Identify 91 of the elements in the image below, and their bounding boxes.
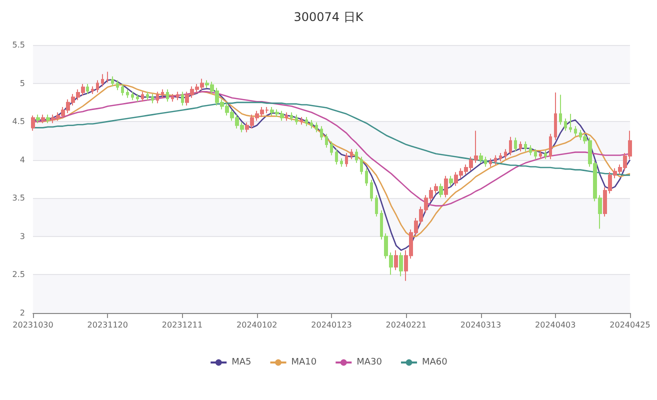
candlestick [564, 118, 567, 132]
y-tick-label: 5 [20, 78, 25, 88]
legend-label: MA5 [232, 358, 252, 368]
candlestick [504, 148, 507, 160]
candlestick [300, 116, 303, 126]
y-tick-label: 3 [20, 232, 25, 241]
candlestick [325, 133, 328, 148]
candlestick [285, 112, 288, 122]
chart-title: 300074 日K [294, 10, 364, 24]
candlestick [131, 91, 134, 101]
y-tick-label: 2 [20, 308, 25, 318]
candlestick [340, 158, 343, 168]
candlestick [375, 194, 378, 218]
y-tick-label: 2.5 [12, 270, 25, 280]
candlestick [111, 76, 114, 87]
candlestick [335, 148, 338, 165]
x-tick-label: 20240313 [460, 320, 502, 330]
candlestick [116, 80, 119, 91]
candlestick [574, 126, 577, 137]
candlestick [514, 137, 517, 152]
x-tick-label: 20240425 [610, 320, 650, 330]
legend-label: MA60 [422, 358, 448, 368]
candlestick [489, 158, 492, 168]
candlestick [156, 91, 159, 104]
x-tick-label: 20231030 [12, 320, 54, 330]
candlestick [41, 114, 45, 124]
candlestick [101, 74, 104, 87]
candlestick [36, 114, 40, 124]
candlestick [310, 120, 313, 129]
candlestick [524, 140, 527, 152]
candlestick [539, 150, 542, 160]
candlestick [176, 91, 179, 101]
candlestick [509, 136, 512, 156]
candlestick [345, 152, 348, 168]
x-tick-label: 20231120 [87, 320, 128, 330]
candlestick [146, 91, 149, 101]
candlestick [46, 114, 50, 124]
candlestick [161, 88, 164, 98]
candlestick [355, 148, 358, 164]
candlestick [290, 112, 293, 122]
candlestick [529, 144, 532, 156]
candlestick [519, 140, 522, 152]
candlestick [136, 94, 139, 102]
candlestick [91, 86, 94, 95]
x-tick-label: 20240403 [535, 320, 576, 330]
candlestick [305, 116, 308, 127]
candlestick [315, 122, 318, 133]
line-series [32, 91, 631, 206]
candlestick [544, 150, 547, 160]
candlestick [151, 94, 154, 104]
candlestick [86, 84, 89, 95]
line-series [32, 102, 631, 176]
candlestick [350, 148, 353, 160]
candlestick [106, 71, 109, 84]
candlestick [171, 94, 174, 102]
candlestick [126, 88, 129, 98]
candlestick [96, 80, 99, 93]
candlestick [444, 175, 448, 198]
candlestick [141, 91, 144, 102]
y-tick-label: 4 [20, 155, 25, 164]
candlestick [330, 140, 333, 156]
candlestick [31, 114, 35, 132]
candlestick [121, 84, 124, 96]
candlestick [320, 126, 323, 140]
y-tick-label: 5.5 [12, 40, 25, 50]
candlestick [559, 94, 562, 126]
x-tick-label: 20231211 [162, 320, 203, 330]
candlestick [439, 183, 443, 198]
candlestick [394, 250, 398, 271]
candlestick [181, 91, 184, 106]
y-tick-label: 3.5 [12, 194, 25, 203]
legend-label: MA30 [356, 358, 382, 368]
candlestick [479, 152, 483, 164]
candlestick [295, 114, 298, 126]
x-tick-label: 20240123 [311, 320, 352, 330]
candlestick [365, 168, 368, 186]
candlestick [549, 133, 552, 160]
candlestick [399, 252, 403, 277]
candlestick [554, 92, 557, 140]
candlestick [534, 148, 537, 160]
candlestick [499, 152, 502, 162]
candlestick [360, 156, 363, 175]
legend-label: MA10 [291, 358, 317, 368]
candlestick [370, 179, 373, 202]
candlestick [166, 88, 169, 102]
candlestick [494, 154, 497, 165]
x-tick-label: 20240102 [236, 320, 278, 330]
candlestick [569, 113, 572, 133]
candlestick [449, 175, 453, 186]
y-tick-label: 4.5 [12, 117, 25, 126]
x-tick-label: 20240221 [386, 320, 426, 330]
